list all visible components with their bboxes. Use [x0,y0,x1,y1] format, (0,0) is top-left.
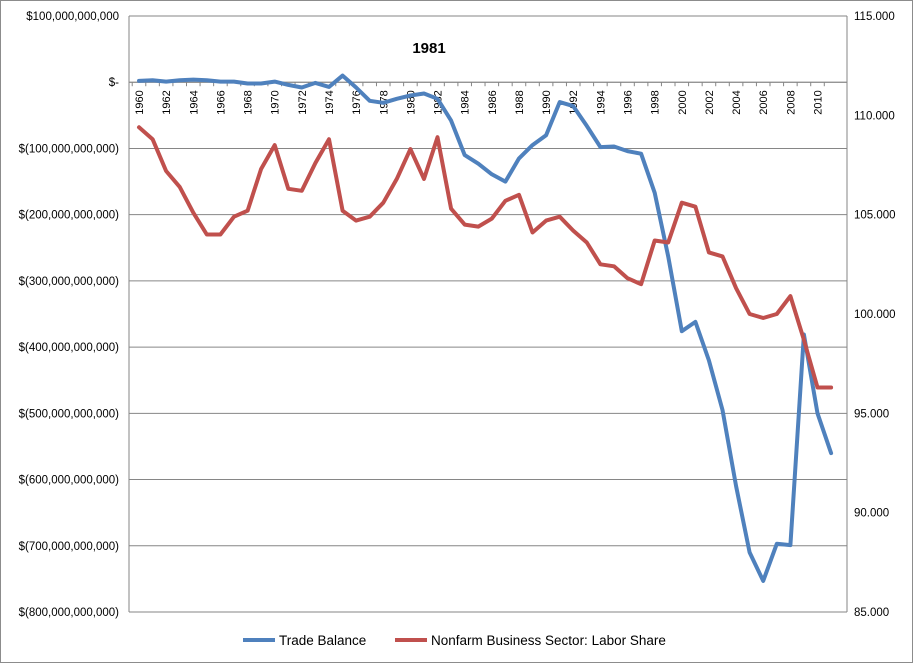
y-right-tick-label: 115.000 [854,11,895,23]
y-left-tick-label: $(300,000,000,000) [19,276,120,288]
x-tick-label: 2008 [785,90,797,114]
y-right-tick-label: 100.000 [854,309,896,321]
x-tick-label: 2004 [731,90,743,114]
x-axis-ticks: 1960 1962 1964 1966 1968 1970 1972 1974 1976 1978… [131,82,825,115]
series-line-trade-balance [137,73,834,583]
x-tick-label: 1988 [514,90,526,114]
x-tick-label: 1976 [351,90,363,114]
y-axis-left-ticks: $(800,000,000,000) $(700,000,000,000) $(60… [19,11,120,619]
x-tick-label: 1996 [623,90,635,114]
x-tick-label: 2002 [704,90,716,114]
y-right-tick-label: 85.000 [854,607,889,619]
x-tick-label: 2000 [677,90,689,114]
x-tick-label: 1966 [215,90,227,114]
x-tick-label: 1974 [324,90,336,114]
legend: Trade Balance Nonfarm Business Sector: La… [243,633,666,648]
x-tick-label: 1964 [188,90,200,114]
x-tick-label: 1984 [460,90,472,114]
x-tick-label: 1970 [270,90,282,114]
y-right-tick-label: 105.000 [854,210,896,222]
y-left-tick-label: $(700,000,000,000) [19,541,120,553]
legend-label: Trade Balance [279,633,366,648]
y-axis-right-ticks: 85.000 90.000 95.000 100.000 105.000 110.000 1… [854,11,896,619]
x-tick-label: 2006 [758,90,770,114]
y-left-tick-label: $(100,000,000,000) [19,143,120,155]
y-left-tick-label: $(600,000,000,000) [19,475,120,487]
y-left-tick-label: $100,000,000,000 [26,11,119,23]
x-tick-label: 1994 [595,90,607,114]
y-right-tick-label: 95.000 [854,408,889,420]
y-left-tick-label: $- [109,77,119,89]
y-left-tick-label: $(800,000,000,000) [19,607,120,619]
series [137,73,834,583]
x-tick-label: 1986 [487,90,499,114]
legend-label: Nonfarm Business Sector: Labor Share [431,633,666,648]
y-left-tick-label: $(200,000,000,000) [19,210,120,222]
x-tick-label: 1998 [650,90,662,114]
series-line-labor-share [137,125,834,390]
x-tick-label: 1972 [297,90,309,114]
y-left-tick-label: $(400,000,000,000) [19,342,120,354]
x-tick-label: 2010 [813,90,825,114]
chart-title: 1981 [412,40,445,57]
x-tick-label: 1962 [161,90,173,114]
x-tick-label: 1968 [243,90,255,114]
y-right-tick-label: 110.000 [854,110,895,122]
y-left-tick-label: $(500,000,000,000) [19,408,120,420]
y-right-tick-label: 90.000 [854,508,889,520]
x-tick-label: 1990 [541,90,553,114]
x-tick-label: 1960 [134,90,146,114]
